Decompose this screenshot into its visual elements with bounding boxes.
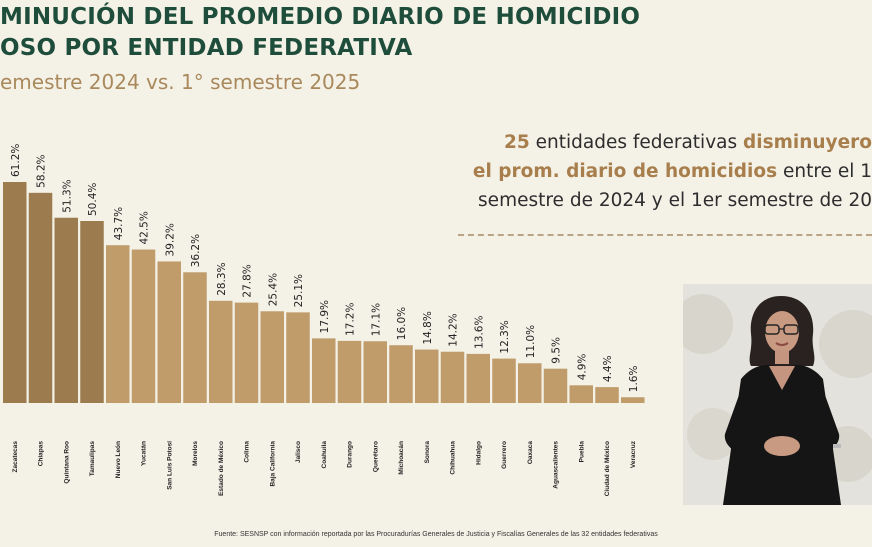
value-label: 13.6% [473, 316, 485, 349]
category-label: Sonora [424, 441, 431, 464]
callout-line-2: el prom. diario de homicidios entre el 1 [456, 157, 872, 186]
bar-hidalgo [466, 353, 490, 403]
category-label: Veracruz [630, 440, 637, 468]
value-label: 14.8% [422, 311, 434, 344]
category-label: Chihuahua [450, 441, 457, 475]
value-label: 1.6% [628, 366, 640, 393]
bar-yucatán [131, 249, 156, 403]
bar-san-luis-potosí [157, 261, 181, 403]
category-label: Ciudad de México [604, 441, 611, 496]
category-label: Estado de México [218, 441, 225, 496]
callout-line-1: 25 entidades federativas disminuyero [456, 128, 872, 157]
interpreter-icon [683, 284, 872, 505]
category-label: Querétaro [372, 441, 379, 472]
bar-coahuila [312, 338, 336, 403]
category-label: Hidalgo [475, 441, 482, 465]
bar-durango [337, 340, 362, 403]
page-title: MINUCIÓN DEL PROMEDIO DIARIO DE HOMICIDI… [0, 2, 640, 64]
category-label: San Luis Potosí [166, 441, 173, 490]
bar-nuevo-león [106, 245, 130, 403]
callout-text-2: entre el 1 [777, 161, 872, 182]
value-label: 36.2% [190, 234, 202, 267]
value-label: 39.2% [164, 223, 176, 256]
bar-quintana-roo [54, 217, 78, 403]
category-label: Guerrero [501, 441, 508, 469]
category-label: Tamaulipas [89, 441, 96, 477]
category-label: Coahuila [321, 441, 328, 469]
title-line-2: OSO POR ENTIDAD FEDERATIVA [0, 35, 413, 61]
callout-text-1: entidades federativas [529, 132, 743, 153]
category-label: Michoacán [398, 441, 405, 475]
bar-querétaro [363, 341, 387, 403]
value-label: 17.1% [370, 303, 382, 336]
value-label: 43.7% [113, 207, 125, 240]
bar-michoacán [389, 345, 413, 403]
bar-veracruz [621, 397, 645, 403]
callout-highlight-1: disminuyero [743, 132, 872, 153]
bars-group [3, 182, 645, 403]
category-label: Aguascalientes [553, 441, 560, 489]
value-label: 61.2% [10, 144, 22, 177]
bar-chart-svg: 61.2% 58.2% 51.3% 50.4% 43.7% 42.5% 39.2% 36.2%… [3, 144, 645, 496]
category-label: Morelos [192, 441, 199, 466]
bar-puebla [569, 385, 593, 403]
category-label: Chiapas [38, 441, 45, 467]
category-label: Oaxaca [527, 441, 534, 465]
value-label: 25.1% [293, 274, 305, 307]
value-label: 28.3% [216, 262, 228, 295]
value-label: 4.4% [602, 355, 614, 382]
category-label: Quintana Roo [63, 441, 70, 484]
category-label: Durango [347, 441, 354, 468]
value-label: 4.9% [576, 354, 588, 381]
value-label: 51.3% [61, 179, 73, 212]
callout-divider [458, 234, 872, 236]
bar-guerrero [492, 358, 516, 403]
category-label: Puebla [578, 441, 585, 463]
bar-chihuahua [440, 351, 465, 403]
value-label: 9.5% [551, 337, 563, 364]
bar-estado-de-méxico [209, 300, 233, 403]
callout-count: 25 [503, 132, 530, 153]
category-label: Yucatán [141, 441, 148, 466]
value-label: 14.2% [448, 313, 460, 346]
category-labels-group: Zacatecas Chiapas Quintana Roo Tamaulipas Nu… [12, 440, 637, 496]
value-label: 27.8% [242, 264, 254, 297]
bar-chart: 61.2% 58.2% 51.3% 50.4% 43.7% 42.5% 39.2% 36.2%… [0, 130, 660, 535]
bar-oaxaca [518, 363, 542, 403]
category-label: Baja California [269, 441, 276, 487]
callout-highlight-2: el prom. diario de homicidios [472, 161, 778, 182]
bar-tamaulipas [80, 221, 104, 403]
bar-zacatecas [3, 182, 27, 403]
callout-text: 25 entidades federativas disminuyero el … [456, 128, 872, 215]
category-label: Jalisco [295, 441, 302, 463]
bar-morelos [183, 272, 207, 403]
category-label: Nuevo León [115, 441, 122, 478]
value-label: 11.0% [525, 325, 537, 358]
category-label: Colima [244, 441, 251, 463]
callout-line-3: semestre de 2024 y el 1er semestre de 20 [478, 190, 872, 211]
value-label: 16.0% [396, 307, 408, 340]
value-label: 42.5% [139, 211, 151, 244]
bar-ciudad-de-méxico [595, 387, 619, 403]
value-label: 58.2% [36, 154, 48, 187]
bar-baja-california [260, 311, 284, 403]
source-note: Fuente: SESNSP con información reportada… [214, 531, 658, 538]
value-label: 17.9% [319, 300, 331, 333]
bar-sonora [415, 349, 439, 403]
value-label: 12.3% [499, 320, 511, 353]
value-label: 50.4% [87, 183, 99, 216]
bar-chiapas [28, 192, 53, 403]
value-labels-group: 61.2% 58.2% 51.3% 50.4% 43.7% 42.5% 39.2% 36.2%… [10, 144, 640, 393]
page-subtitle: emestre 2024 vs. 1° semestre 2025 [0, 70, 361, 94]
title-line-1: MINUCIÓN DEL PROMEDIO DIARIO DE HOMICIDI… [0, 4, 641, 30]
value-label: 25.4% [267, 273, 279, 306]
bar-jalisco [286, 312, 310, 403]
bar-colima [234, 302, 259, 403]
category-label: Zacatecas [12, 441, 19, 473]
bar-aguascalientes [543, 368, 568, 403]
value-label: 17.2% [345, 303, 357, 336]
sign-language-interpreter-video [683, 284, 872, 505]
